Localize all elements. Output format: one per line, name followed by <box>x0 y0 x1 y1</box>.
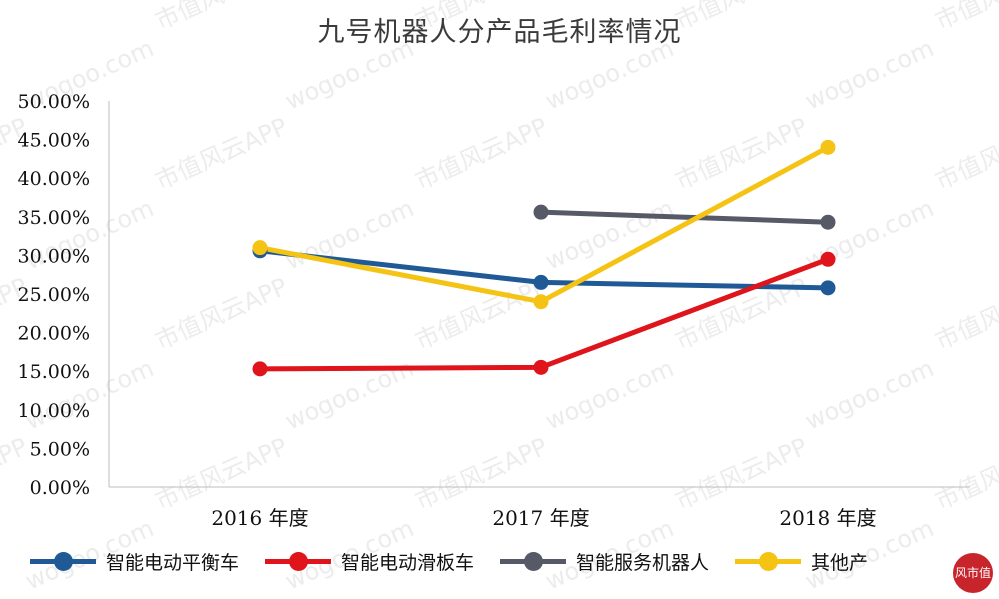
legend-marker <box>54 552 73 571</box>
legend-label: 智能电动滑板车 <box>341 552 475 574</box>
watermark-text: 市值风云APP <box>151 112 292 195</box>
data-point <box>820 251 836 267</box>
y-tick-label: 5.00% <box>30 438 90 460</box>
legend-item: 智能服务机器人 <box>500 548 709 575</box>
watermark-text: 市值风云APP <box>411 0 552 35</box>
x-tick-label: 2016 年度 <box>211 506 308 530</box>
chart-title: 九号机器人分产品毛利率情况 <box>317 17 682 48</box>
x-tick-label: 2018 年度 <box>779 506 876 530</box>
watermark-text: 市值风云APP <box>671 0 812 35</box>
y-tick-label: 25.00% <box>18 284 90 306</box>
y-tick-label: 40.00% <box>18 168 90 190</box>
watermark-text: 市值风云APP <box>931 272 999 355</box>
y-tick-label: 30.00% <box>18 245 90 267</box>
watermark-text: 市值风云APP <box>151 0 292 35</box>
watermark-text: wogoo.com <box>541 354 678 435</box>
watermark-text: 市值风云APP <box>671 112 812 195</box>
watermark-text: 市值风云APP <box>931 112 999 195</box>
legend-label: 智能电动平衡车 <box>106 552 240 574</box>
y-axis-ticks: 0.00% 5.00% 10.00% 15.00% 20.00% 25.00% 30.00%… <box>18 91 90 499</box>
legend-swatch <box>735 552 802 571</box>
legend-marker <box>759 552 779 571</box>
watermark-text: 市值风云APP <box>931 0 999 35</box>
data-point <box>820 139 836 155</box>
watermark-text: wogoo.com <box>281 34 418 115</box>
y-tick-label: 0.00% <box>30 477 90 499</box>
y-tick-label: 20.00% <box>18 323 90 345</box>
series-line <box>538 209 831 225</box>
legend-marker <box>524 552 544 571</box>
watermark-text: 市值风云APP <box>931 432 999 515</box>
data-point <box>533 274 549 290</box>
y-tick-label: 10.00% <box>18 400 90 422</box>
data-point <box>252 361 268 377</box>
watermark-text: 市值风云APP <box>411 272 552 355</box>
series-points <box>252 139 836 377</box>
brand-stamp: 风市值 <box>953 553 993 593</box>
data-point <box>820 280 836 296</box>
legend-marker <box>289 552 309 571</box>
watermark-text: wogoo.com <box>801 354 938 435</box>
data-point <box>533 359 549 375</box>
legend-label: 其他产 <box>811 552 869 574</box>
legend-item: 其他产 <box>735 548 868 575</box>
legend-swatch <box>30 552 96 571</box>
watermark-text: 市值风云APP <box>151 432 292 515</box>
legend: 智能电动平衡车 智能电动滑板车 智能服务机器人 其他产 <box>30 548 894 575</box>
y-tick-label: 35.00% <box>18 207 90 229</box>
watermark-text: 市值风云APP <box>411 432 552 515</box>
watermark-text: 市值风云APP <box>671 432 812 515</box>
watermark-text: 市值风云APP <box>411 112 552 195</box>
watermark-text: 市值风云APP <box>151 272 292 355</box>
data-point <box>533 204 549 220</box>
x-axis-ticks: 2016 年度 2017 年度 2018 年度 <box>211 506 876 530</box>
data-point <box>820 214 836 230</box>
legend-item: 智能电动平衡车 <box>30 548 239 575</box>
y-tick-label: 45.00% <box>18 130 90 152</box>
watermark-text: 市值风云APP <box>0 0 32 35</box>
y-tick-label: 50.00% <box>18 91 90 113</box>
legend-swatch <box>265 552 332 571</box>
watermark-text: wogoo.com <box>541 34 678 115</box>
data-point <box>252 240 268 256</box>
watermark-text: wogoo.com <box>801 34 938 115</box>
legend-label: 智能服务机器人 <box>576 552 710 574</box>
axes <box>108 101 970 488</box>
y-tick-label: 15.00% <box>18 361 90 383</box>
legend-swatch <box>500 552 567 571</box>
x-tick-label: 2017 年度 <box>492 506 589 530</box>
legend-item: 智能电动滑板车 <box>265 548 474 575</box>
watermark-text: 市值风云APP <box>0 432 32 515</box>
data-point <box>533 294 549 310</box>
